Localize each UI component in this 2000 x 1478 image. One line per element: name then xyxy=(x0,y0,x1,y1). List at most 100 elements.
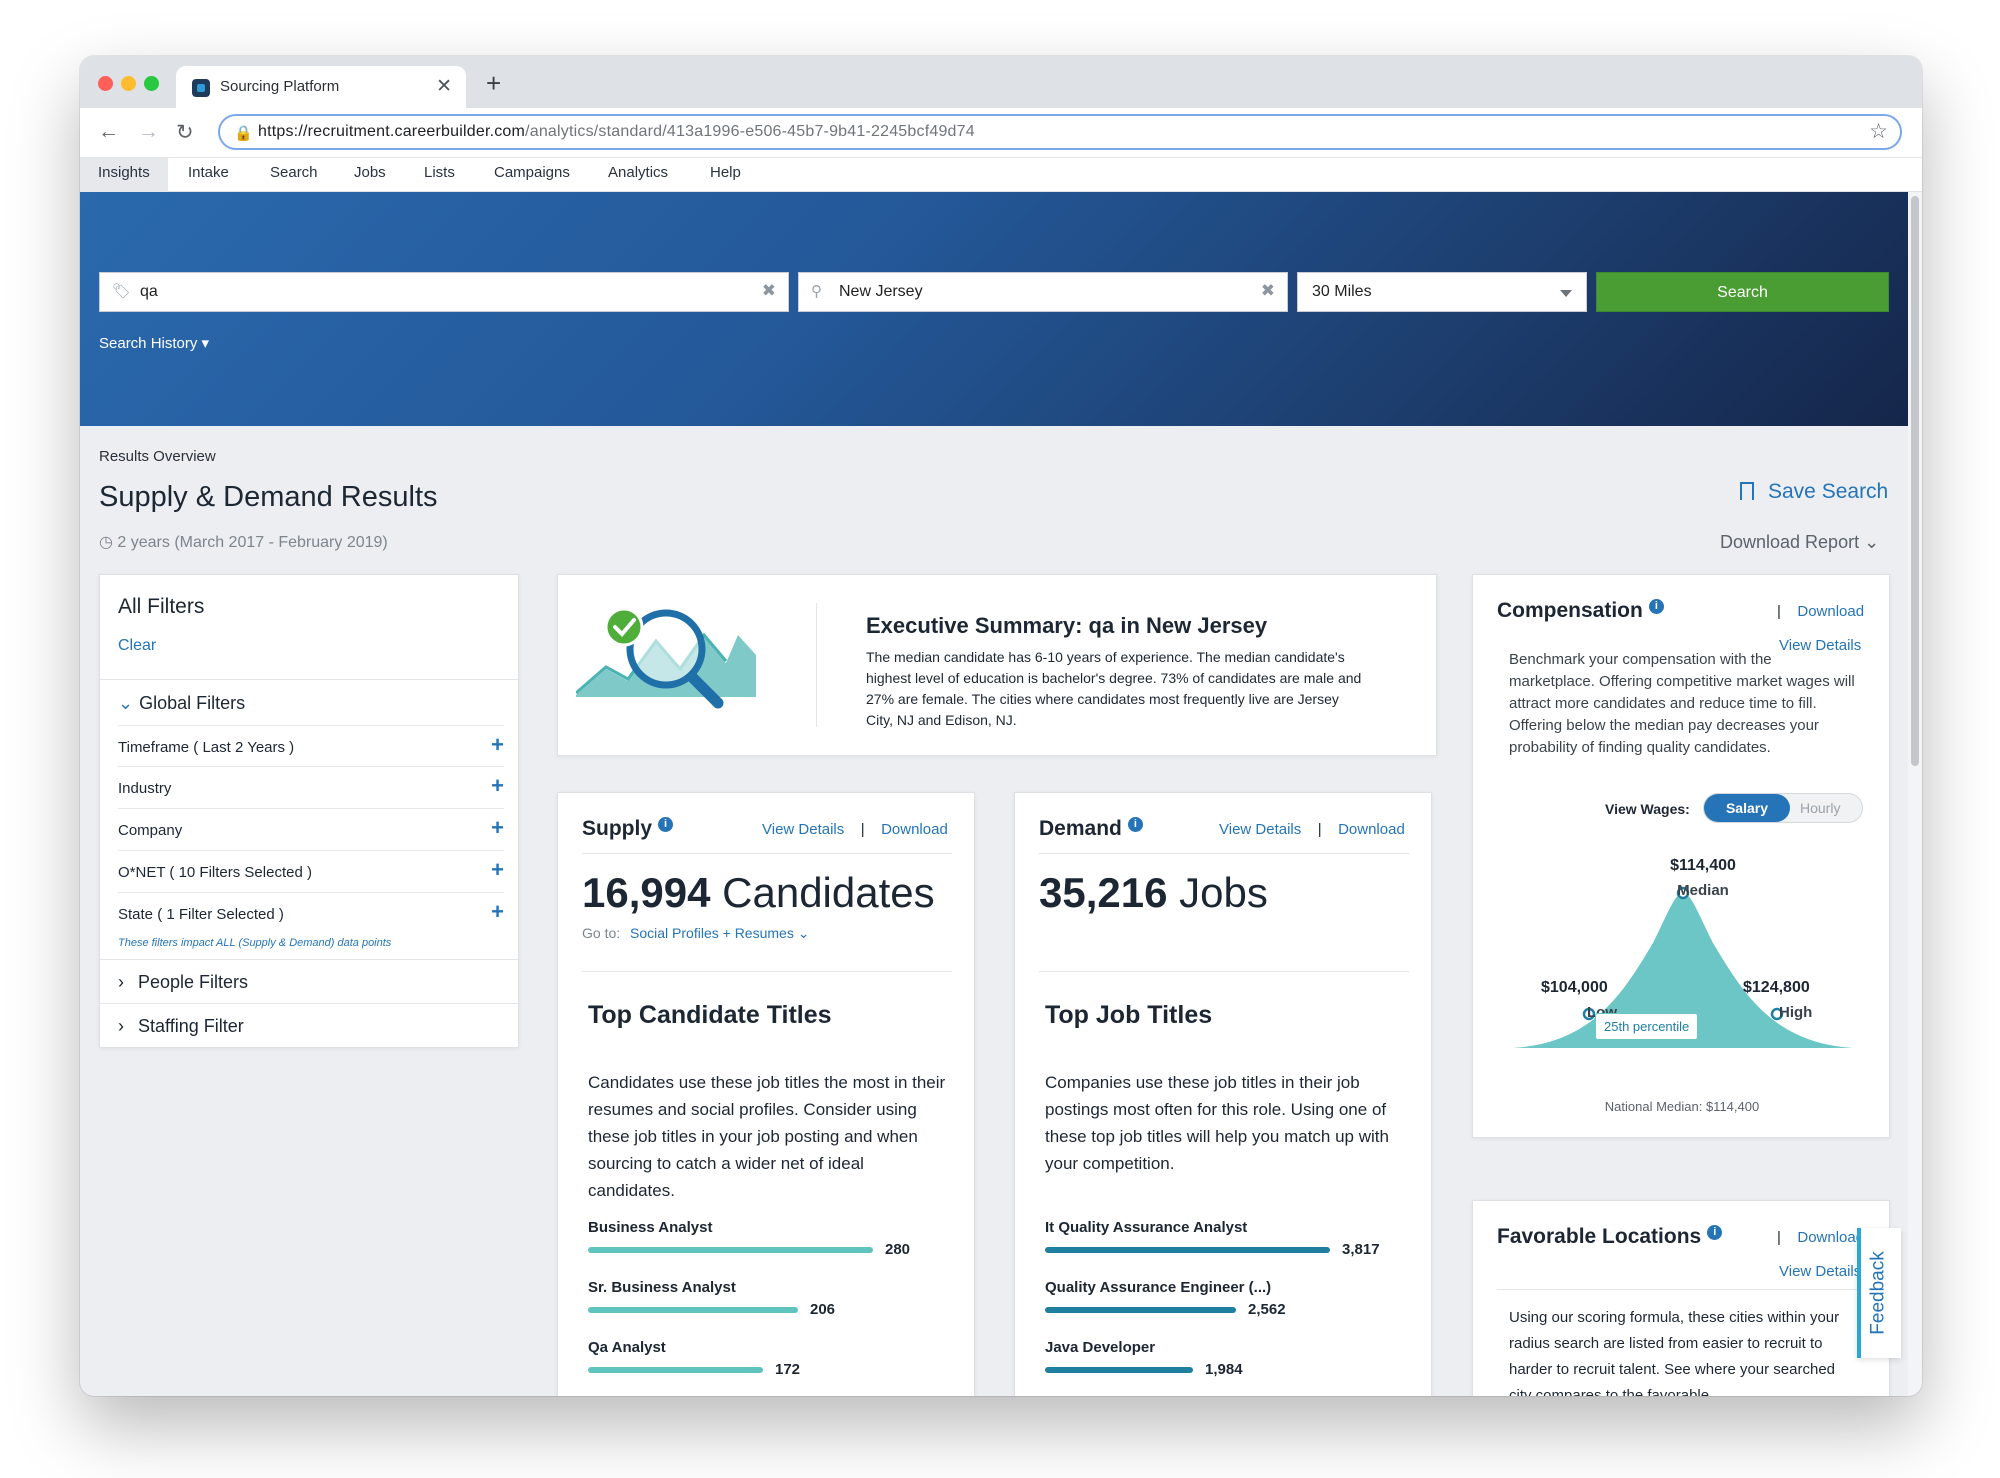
filter-state[interactable]: State ( 1 Filter Selected ) + xyxy=(118,893,504,935)
divider xyxy=(582,971,952,972)
wage-type-toggle[interactable]: Salary Hourly xyxy=(1703,793,1863,823)
demand-links: View Details | Download xyxy=(1219,821,1405,839)
compensation-view-details-link[interactable]: View Details xyxy=(1779,637,1862,654)
filter-industry[interactable]: Industry + xyxy=(118,767,504,809)
chevron-down-icon: ⌄ xyxy=(118,693,134,713)
search-button[interactable]: Search xyxy=(1596,272,1889,312)
bookmark-icon xyxy=(1740,482,1754,500)
filters-title: All Filters xyxy=(118,595,205,618)
median-label: Median xyxy=(1677,882,1729,899)
job-title-label: It Quality Assurance Analyst xyxy=(1045,1219,1248,1236)
locations-title: Favorable Locations i xyxy=(1497,1225,1723,1249)
location-input[interactable]: ⚲ New Jersey ✖ xyxy=(798,272,1288,312)
reload-icon[interactable]: ↻ xyxy=(176,121,194,144)
plus-icon[interactable]: + xyxy=(491,899,504,924)
plus-icon[interactable]: + xyxy=(491,857,504,882)
social-profiles-resumes-link[interactable]: Social Profiles + Resumes ⌄ xyxy=(630,925,810,941)
info-icon[interactable]: i xyxy=(1127,817,1143,832)
compensation-title-text: Compensation xyxy=(1497,599,1643,622)
clear-keyword-icon[interactable]: ✖ xyxy=(761,281,776,300)
divider xyxy=(1497,1289,1867,1290)
supply-card: Supply i View Details | Download 16,994 C… xyxy=(557,792,975,1396)
nav-help[interactable]: Help xyxy=(710,164,741,181)
info-icon[interactable]: i xyxy=(1648,599,1664,614)
nav-campaigns[interactable]: Campaigns xyxy=(494,164,570,181)
bookmark-star-icon[interactable]: ☆ xyxy=(1869,120,1888,143)
tab-close-icon[interactable]: ✕ xyxy=(436,76,452,97)
demand-count: 35,216 Jobs xyxy=(1039,869,1268,917)
job-title-count: 1,984 xyxy=(1205,1361,1243,1378)
new-tab-icon[interactable]: + xyxy=(486,68,502,98)
feedback-label: Feedback xyxy=(1867,1251,1889,1335)
demand-view-details-link[interactable]: View Details xyxy=(1219,821,1302,838)
goto-label: Go to: xyxy=(582,925,621,941)
candidate-title-bar xyxy=(588,1247,873,1253)
browser-window: Sourcing Platform ✕ + ← → ↻ 🔒 https://re… xyxy=(80,56,1922,1396)
scrollbar-thumb[interactable] xyxy=(1911,196,1919,766)
high-marker xyxy=(1770,1007,1784,1021)
demand-card: Demand i View Details | Download 35,216 J… xyxy=(1014,792,1432,1396)
nav-lists[interactable]: Lists xyxy=(424,164,455,181)
filter-timeframe[interactable]: Timeframe ( Last 2 Years ) + xyxy=(118,725,504,767)
staffing-filter-toggle[interactable]: › Staffing Filter xyxy=(100,1003,518,1049)
radius-select[interactable]: 30 Miles xyxy=(1297,272,1587,312)
url-path: /analytics/standard/413a1996-e506-45b7-9… xyxy=(525,123,975,140)
salary-option[interactable]: Salary xyxy=(1704,794,1790,822)
save-search-button[interactable]: Save Search xyxy=(1740,480,1888,504)
tag-icon: 🏷 xyxy=(112,283,132,300)
supply-view-details-link[interactable]: View Details xyxy=(762,821,845,838)
supply-download-link[interactable]: Download xyxy=(881,821,948,838)
locations-download-link[interactable]: Download xyxy=(1797,1229,1865,1246)
nav-intake[interactable]: Intake xyxy=(188,164,229,181)
radius-value: 30 Miles xyxy=(1312,283,1372,300)
info-icon[interactable]: i xyxy=(1707,1225,1723,1240)
close-window-icon[interactable] xyxy=(98,76,113,91)
demand-download-link[interactable]: Download xyxy=(1338,821,1405,838)
job-title-count: 2,562 xyxy=(1248,1301,1286,1318)
plus-icon[interactable]: + xyxy=(491,773,504,798)
address-bar[interactable]: 🔒 https://recruitment.careerbuilder.com/… xyxy=(218,114,1902,150)
global-filters-toggle[interactable]: ⌄ Global Filters xyxy=(118,693,245,714)
compensation-body: Benchmark your compensation with the mar… xyxy=(1509,651,1855,756)
nav-search[interactable]: Search xyxy=(270,164,318,181)
candidate-title-bar xyxy=(588,1307,798,1313)
bell-curve xyxy=(1513,893,1853,1048)
supply-count-value: 16,994 xyxy=(582,869,711,916)
clear-location-icon[interactable]: ✖ xyxy=(1260,281,1275,300)
filter-onet[interactable]: O*NET ( 10 Filters Selected ) + xyxy=(118,851,504,893)
browser-tab[interactable]: Sourcing Platform ✕ xyxy=(176,66,466,108)
filter-label: Industry xyxy=(118,780,172,797)
nav-insights[interactable]: Insights xyxy=(80,158,168,192)
compensation-card: Compensation i | Download View Details Be… xyxy=(1472,574,1890,1138)
forward-arrow-icon[interactable]: → xyxy=(138,120,159,143)
minimize-window-icon[interactable] xyxy=(121,76,136,91)
hourly-option[interactable]: Hourly xyxy=(1800,800,1841,816)
filter-company[interactable]: Company + xyxy=(118,809,504,851)
info-icon[interactable]: i xyxy=(658,817,674,832)
nav-jobs[interactable]: Jobs xyxy=(354,164,386,181)
supply-links: View Details | Download xyxy=(762,821,948,839)
search-history-dropdown[interactable]: Search History ▾ xyxy=(99,335,210,352)
separator: | xyxy=(1777,603,1781,620)
supply-count-unit: Candidates xyxy=(722,869,935,916)
clear-filters-link[interactable]: Clear xyxy=(118,637,157,654)
compensation-distribution-chart xyxy=(1513,886,1853,1048)
nav-analytics[interactable]: Analytics xyxy=(608,164,669,181)
locations-title-text: Favorable Locations xyxy=(1497,1225,1702,1248)
maximize-window-icon[interactable] xyxy=(144,76,159,91)
divider xyxy=(100,679,518,680)
feedback-tab[interactable]: Feedback xyxy=(1857,1228,1901,1358)
compensation-download-link[interactable]: Download xyxy=(1797,603,1865,620)
median-value: $114,400 xyxy=(1670,857,1736,874)
people-filters-toggle[interactable]: › People Filters xyxy=(100,959,518,1005)
plus-icon[interactable]: + xyxy=(491,815,504,840)
url-text[interactable]: https://recruitment.careerbuilder.com/an… xyxy=(258,123,975,141)
page-scrollbar[interactable] xyxy=(1908,192,1922,1396)
locations-view-details-link[interactable]: View Details xyxy=(1779,1263,1862,1280)
plus-icon[interactable]: + xyxy=(491,732,504,757)
back-arrow-icon[interactable]: ← xyxy=(98,120,119,143)
job-title-bar xyxy=(1045,1247,1330,1253)
keyword-input[interactable]: 🏷 qa ✖ xyxy=(99,272,789,312)
download-report-dropdown[interactable]: Download Report ⌄ xyxy=(1720,532,1880,552)
executive-summary-card: Executive Summary: qa in New Jersey The … xyxy=(557,574,1437,756)
